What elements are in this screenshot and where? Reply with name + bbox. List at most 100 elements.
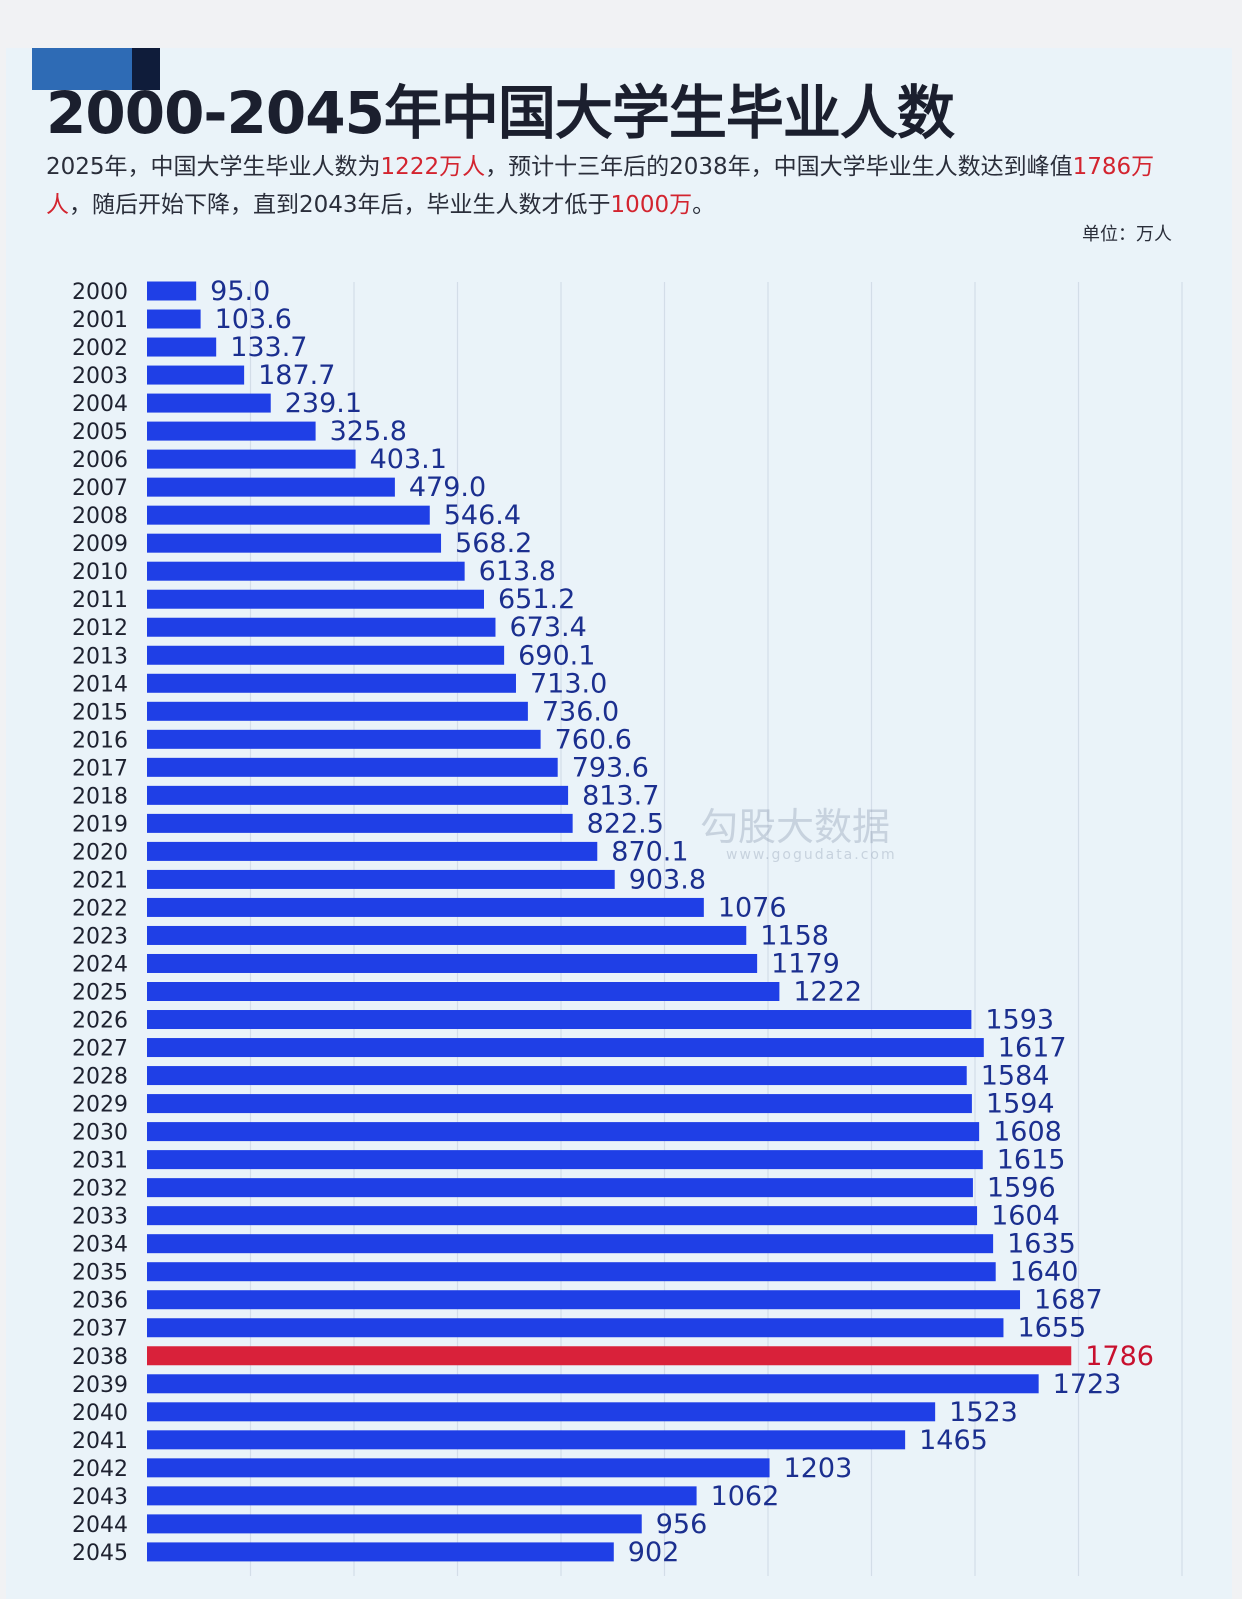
year-label: 2041: [72, 1429, 128, 1454]
value-label: 903.8: [629, 864, 706, 895]
bar: [147, 1318, 1004, 1338]
bar: [147, 645, 505, 665]
year-label: 2011: [72, 588, 128, 613]
value-label: 1723: [1053, 1369, 1122, 1400]
value-label: 1786: [1085, 1341, 1154, 1372]
year-label: 2024: [72, 952, 128, 977]
year-label: 2009: [72, 532, 128, 557]
value-label: 1635: [1007, 1229, 1076, 1260]
watermark-text: 勾股大数据: [700, 805, 891, 849]
bar: [147, 1458, 770, 1478]
year-label: 2030: [72, 1121, 128, 1146]
bar: [147, 1066, 967, 1086]
value-label: 1076: [718, 892, 787, 923]
bar: [147, 1542, 614, 1562]
year-label: 2044: [72, 1513, 128, 1538]
year-label: 2026: [72, 1009, 128, 1034]
year-label: 2032: [72, 1177, 128, 1202]
bar: [147, 1178, 973, 1198]
bar: [147, 1374, 1039, 1394]
value-label: 793.6: [572, 752, 649, 783]
bar: [147, 1430, 906, 1450]
value-label: 1465: [919, 1425, 988, 1456]
year-label: 2013: [72, 644, 128, 669]
year-label: 2038: [72, 1345, 128, 1370]
bar: [147, 1234, 994, 1254]
bar: [147, 1206, 978, 1226]
unit-label: 单位：万人: [1082, 224, 1172, 245]
bar: [147, 1094, 972, 1114]
year-label: 2006: [72, 448, 128, 473]
value-label: 1687: [1034, 1285, 1103, 1316]
value-label: 1608: [993, 1117, 1062, 1148]
value-label: 1594: [986, 1089, 1055, 1120]
value-label: 651.2: [498, 584, 575, 615]
value-label: 813.7: [582, 780, 659, 811]
year-label: 2008: [72, 504, 128, 529]
value-label: 1179: [771, 948, 840, 979]
bar: [147, 1486, 697, 1506]
bar: [147, 785, 569, 805]
value-label: 239.1: [285, 388, 362, 419]
year-label: 2017: [72, 756, 128, 781]
chart-subtitle: 2025年，中国大学生毕业人数为1222万人，预计十三年后的2038年，中国大学…: [46, 148, 1196, 224]
bar: [147, 477, 395, 497]
bar: [147, 617, 496, 637]
bar: [147, 1290, 1021, 1310]
bar: [147, 533, 442, 553]
bar: [147, 1122, 980, 1142]
subtitle-highlight-1: 1222万人: [380, 154, 486, 180]
bar: [147, 897, 704, 917]
value-label: 1584: [981, 1061, 1050, 1092]
value-label: 870.1: [611, 836, 688, 867]
subtitle-highlight-3: 1000万: [610, 192, 693, 218]
year-label: 2019: [72, 812, 128, 837]
bar: [147, 309, 201, 329]
bar: [147, 757, 558, 777]
value-label: 1655: [1017, 1313, 1086, 1344]
year-label: 2004: [72, 392, 128, 417]
year-label: 2007: [72, 476, 128, 501]
value-label: 1222: [793, 977, 862, 1008]
year-label: 2040: [72, 1401, 128, 1426]
year-label: 2039: [72, 1373, 128, 1398]
bar: [147, 1150, 983, 1170]
year-label: 2003: [72, 364, 128, 389]
value-label: 479.0: [409, 472, 486, 503]
value-label: 956: [656, 1509, 708, 1540]
year-label: 2036: [72, 1289, 128, 1314]
year-label: 2027: [72, 1037, 128, 1062]
value-label: 673.4: [509, 612, 586, 643]
bar: [147, 421, 316, 441]
value-label: 1158: [760, 920, 829, 951]
bar: [147, 1010, 972, 1030]
subtitle-text-4: 。: [692, 192, 716, 218]
value-label: 690.1: [518, 640, 595, 671]
year-label: 2028: [72, 1065, 128, 1090]
value-label: 133.7: [230, 332, 307, 363]
value-label: 568.2: [455, 528, 532, 559]
year-label: 2043: [72, 1485, 128, 1510]
bar: [147, 729, 541, 749]
value-label: 760.6: [555, 724, 632, 755]
bar: [147, 673, 516, 693]
value-label: 1604: [991, 1201, 1060, 1232]
value-label: 546.4: [444, 500, 521, 531]
year-label: 2020: [72, 840, 128, 865]
bar: [147, 1514, 642, 1534]
value-label: 1523: [949, 1397, 1018, 1428]
bar: [147, 1402, 936, 1422]
bar: [147, 561, 465, 581]
subtitle-text-1: 2025年，中国大学生毕业人数为: [46, 154, 381, 180]
bar: [147, 953, 758, 973]
bar: [147, 337, 217, 357]
value-label: 403.1: [370, 444, 447, 475]
year-label: 2035: [72, 1261, 128, 1286]
header-accent-block: [132, 48, 160, 90]
value-label: 103.6: [215, 304, 292, 335]
year-label: 2033: [72, 1205, 128, 1230]
bar: [147, 365, 245, 385]
subtitle-text-3: ，随后开始下降，直到2043年后，毕业生人数才低于: [69, 192, 611, 218]
bar: [147, 925, 747, 945]
